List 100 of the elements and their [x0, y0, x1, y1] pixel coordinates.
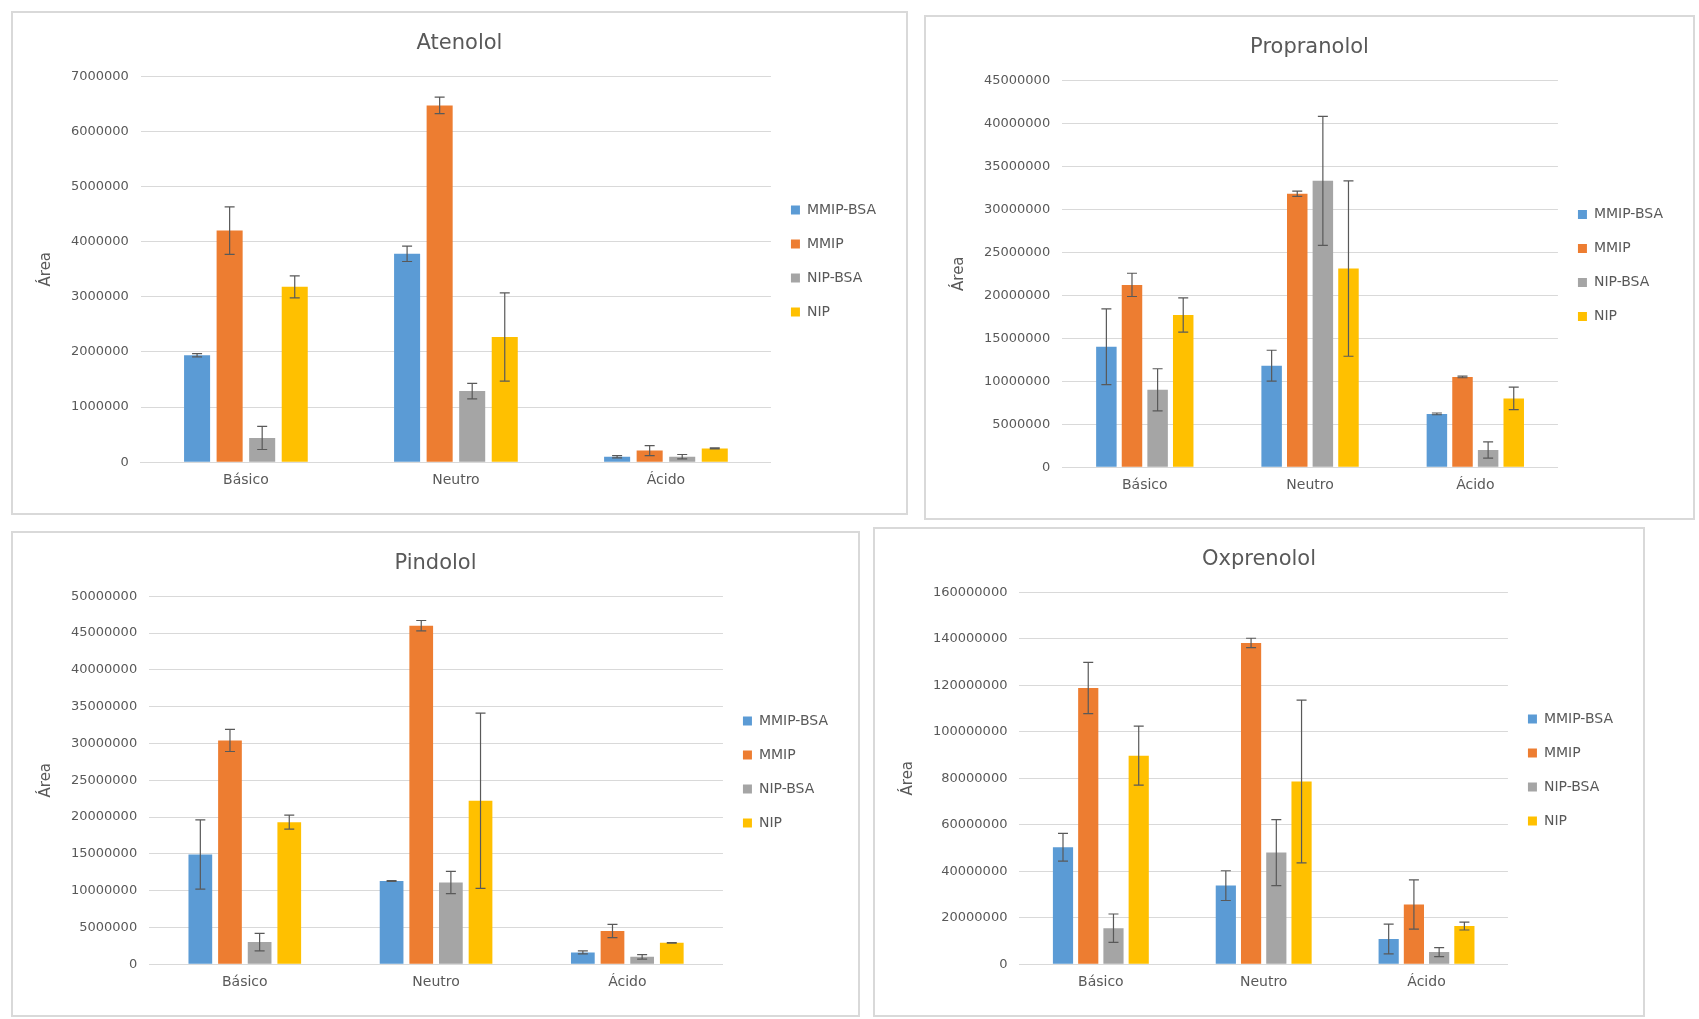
- bar: [1477, 450, 1499, 467]
- y-tick-label: 45000000: [984, 71, 1051, 87]
- y-tick-label: 4000000: [70, 233, 129, 248]
- bar: [1172, 314, 1194, 467]
- bar: [1128, 755, 1149, 964]
- legend-label: NIP: [806, 302, 830, 319]
- y-tick-label: 0: [1041, 458, 1051, 474]
- y-tick-label: 45000000: [71, 624, 138, 640]
- x-tick-label: Ácido: [608, 973, 647, 990]
- y-tick-label: 2000000: [70, 343, 129, 359]
- y-tick-label: 20000000: [941, 909, 1008, 925]
- y-tick-label: 0: [120, 453, 129, 469]
- x-tick-label: Neutro: [432, 471, 480, 488]
- bar: [1266, 852, 1287, 964]
- y-tick-label: 3000000: [70, 288, 129, 304]
- legend-label: NIP-BSA: [758, 779, 815, 796]
- y-tick-label: 35000000: [984, 157, 1051, 173]
- x-tick-label: Ácido: [646, 471, 686, 488]
- x-tick-label: Ácido: [1456, 476, 1495, 493]
- legend-label: MMIP: [806, 234, 844, 251]
- bar: [659, 942, 684, 964]
- bar: [1403, 904, 1424, 964]
- chart-title: Oxprenolol: [1201, 546, 1317, 571]
- bar: [636, 450, 663, 462]
- bar: [459, 391, 486, 462]
- bar: [394, 253, 421, 462]
- y-tick-label: 20000000: [71, 808, 138, 824]
- legend-label: NIP: [1593, 307, 1617, 324]
- bar: [1121, 284, 1143, 467]
- bar: [277, 822, 302, 964]
- y-tick-label: 1000000: [70, 398, 129, 414]
- bar: [247, 942, 272, 964]
- legend-label: MMIP-BSA: [1593, 205, 1664, 222]
- bar: [1503, 398, 1524, 467]
- bar: [1378, 939, 1399, 964]
- y-tick-label: 80000000: [941, 769, 1008, 785]
- y-tick-label: 30000000: [71, 734, 138, 750]
- legend-label: NIP-BSA: [1593, 273, 1650, 290]
- bar: [1312, 180, 1334, 467]
- y-tick-label: 10000000: [984, 372, 1051, 388]
- y-tick-label: 25000000: [984, 243, 1051, 259]
- chart-title: Propranolol: [1250, 34, 1369, 59]
- y-tick-label: 140000000: [932, 630, 1008, 646]
- legend-label: MMIP: [1543, 743, 1581, 760]
- bar: [1338, 268, 1359, 467]
- y-tick-label: 15000000: [71, 845, 138, 861]
- legend-label: NIP-BSA: [806, 268, 863, 285]
- y-axis-title: Área: [947, 256, 967, 291]
- legend-label: NIP: [758, 813, 782, 830]
- bar: [1240, 642, 1262, 964]
- bar: [188, 854, 213, 964]
- y-tick-label: 5000000: [79, 918, 138, 934]
- legend-label: MMIP: [758, 745, 796, 762]
- y-axis-title: Área: [896, 760, 916, 796]
- y-tick-label: 160000000: [932, 583, 1008, 599]
- legend-label: MMIP-BSA: [1543, 709, 1614, 726]
- bar: [439, 882, 463, 964]
- bar: [1291, 781, 1312, 964]
- y-axis-title: Área: [34, 762, 54, 798]
- bar: [184, 355, 211, 462]
- bar: [249, 437, 276, 462]
- bar: [218, 740, 242, 964]
- bar: [1103, 928, 1124, 964]
- bar: [570, 952, 595, 964]
- x-tick-label: Básico: [223, 471, 269, 488]
- y-tick-label: 0: [128, 955, 138, 971]
- y-tick-label: 40000000: [941, 862, 1008, 878]
- x-tick-label: Neutro: [412, 973, 460, 990]
- y-tick-label: 25000000: [71, 771, 138, 787]
- bar: [701, 448, 728, 462]
- bar: [1096, 346, 1117, 467]
- bar: [1426, 413, 1448, 467]
- y-tick-label: 0: [999, 955, 1008, 971]
- y-tick-label: 30000000: [984, 200, 1051, 216]
- y-tick-label: 6000000: [70, 122, 129, 138]
- bar: [1147, 389, 1168, 467]
- bar: [600, 931, 625, 964]
- y-tick-label: 15000000: [984, 329, 1051, 345]
- bar: [281, 286, 308, 462]
- y-tick-label: 100000000: [932, 723, 1008, 739]
- chart-title: Pindolol: [394, 550, 477, 575]
- y-tick-label: 35000000: [71, 697, 138, 713]
- y-tick-label: 7000000: [70, 67, 129, 83]
- y-tick-label: 40000000: [71, 661, 138, 677]
- bar: [1078, 687, 1099, 964]
- bar: [379, 881, 404, 964]
- y-tick-label: 120000000: [932, 676, 1008, 692]
- x-tick-label: Básico: [221, 973, 268, 990]
- y-tick-label: 5000000: [70, 177, 129, 193]
- x-tick-label: Básico: [1121, 476, 1168, 493]
- legend-label: MMIP-BSA: [806, 200, 877, 217]
- x-tick-label: Neutro: [1286, 476, 1334, 493]
- y-axis-title: Área: [34, 251, 54, 287]
- y-tick-label: 50000000: [71, 587, 138, 603]
- bar: [1215, 885, 1236, 964]
- bar: [1454, 926, 1475, 964]
- x-tick-label: Básico: [1078, 973, 1124, 990]
- y-tick-label: 5000000: [992, 415, 1051, 431]
- bar: [1429, 952, 1450, 964]
- bar: [409, 625, 434, 964]
